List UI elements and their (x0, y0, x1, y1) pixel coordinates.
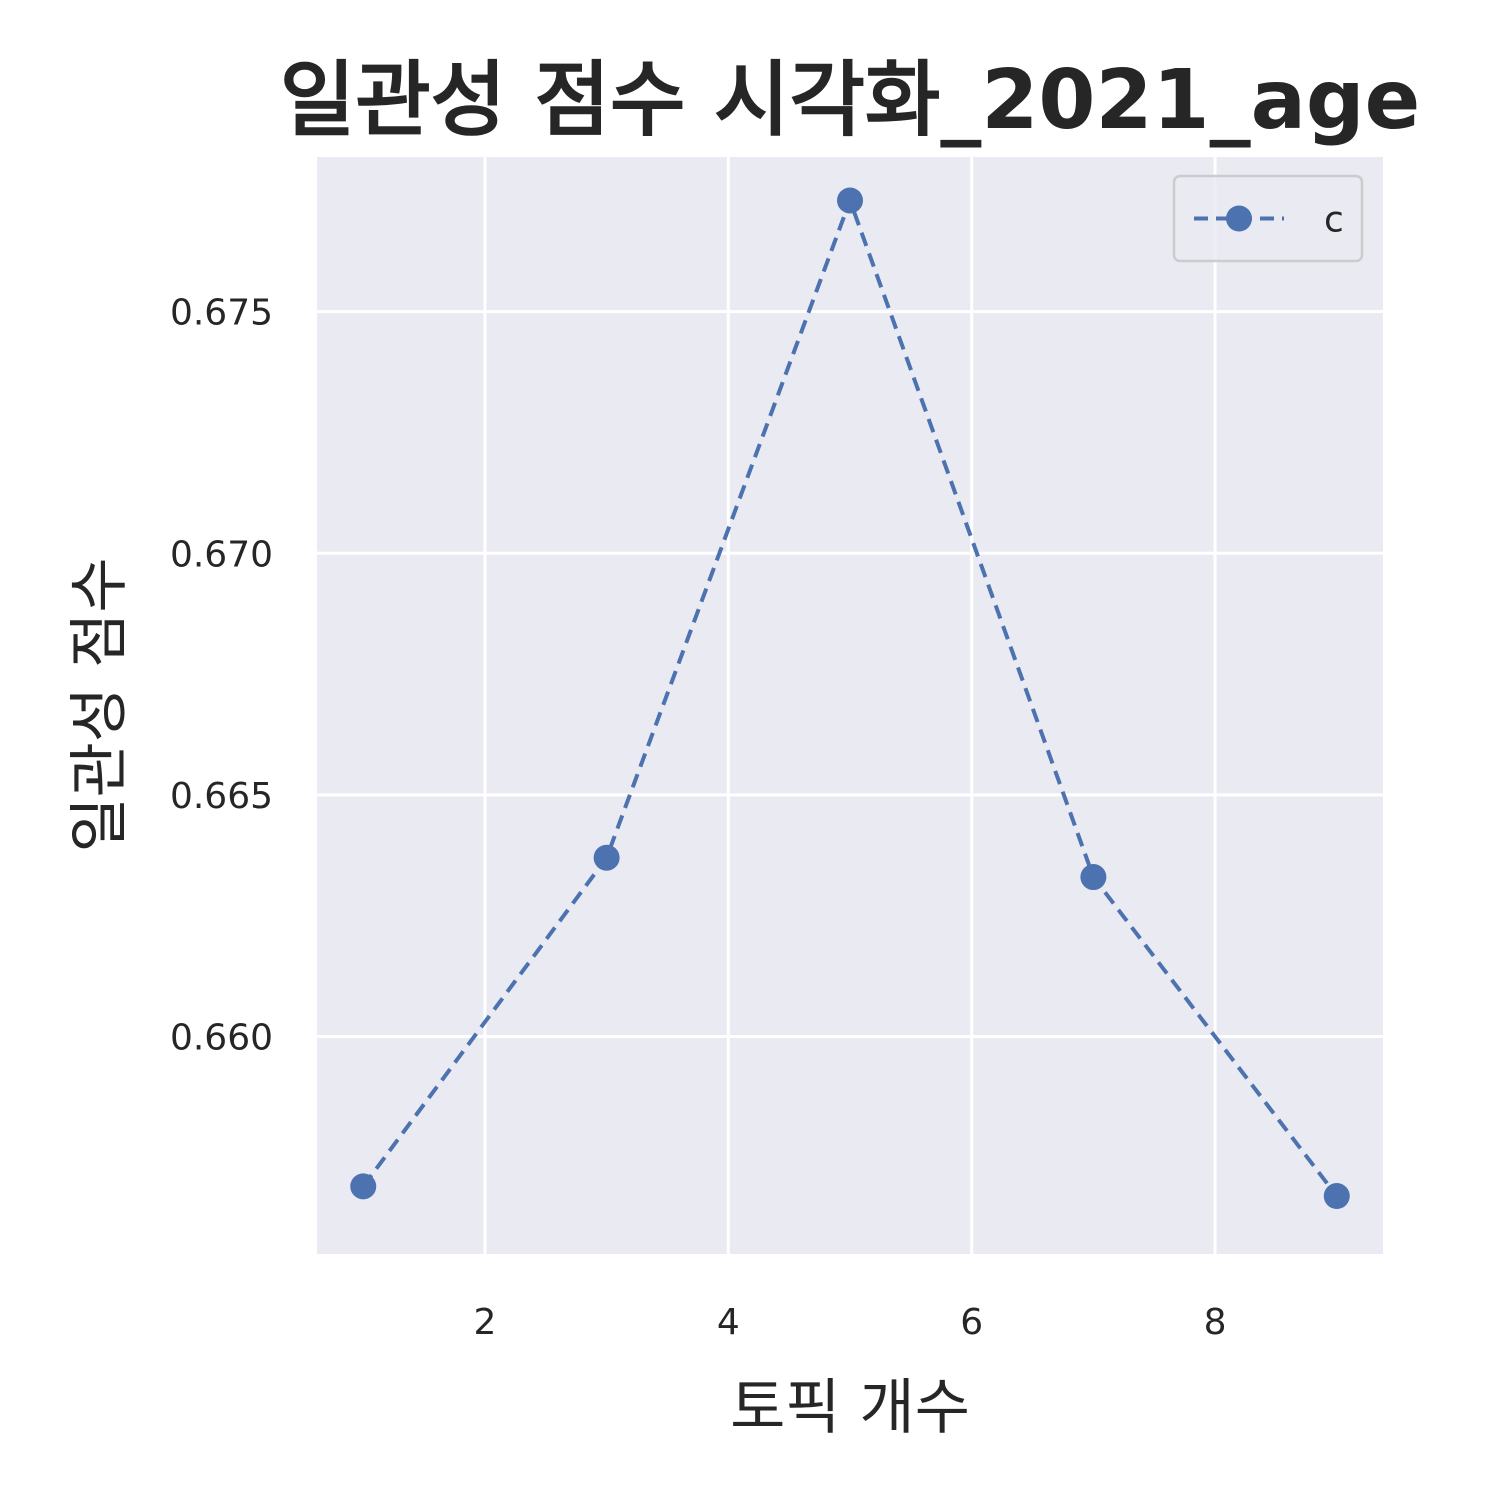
chart-title: 일관성 점수 시각화_2021_age (280, 53, 1420, 148)
data-point (593, 844, 620, 871)
x-tick-label: 6 (960, 1302, 983, 1343)
legend-marker (1226, 205, 1252, 232)
grid (317, 157, 1383, 1254)
y-axis: 0.660 0.665 0.670 0.675 (170, 293, 273, 1059)
y-tick-label: 0.665 (170, 776, 273, 817)
data-point (1323, 1183, 1350, 1210)
plot-area (317, 157, 1383, 1254)
y-axis-label: 일관성 점수 (65, 557, 135, 852)
x-tick-label: 8 (1204, 1302, 1227, 1343)
y-tick-label: 0.670 (170, 534, 273, 575)
x-axis: 2 4 6 8 (473, 1302, 1226, 1343)
data-point (1080, 864, 1107, 891)
series-group (350, 187, 1350, 1210)
y-tick-label: 0.660 (170, 1018, 273, 1059)
data-point (350, 1173, 377, 1200)
x-tick-label: 2 (473, 1302, 496, 1343)
x-axis-label: 토픽 개수 (730, 1373, 970, 1443)
y-tick-label: 0.675 (170, 293, 273, 334)
legend: c (1172, 174, 1364, 263)
data-point (837, 187, 863, 214)
x-tick-label: 4 (717, 1302, 740, 1343)
legend-label: c (1324, 200, 1344, 241)
